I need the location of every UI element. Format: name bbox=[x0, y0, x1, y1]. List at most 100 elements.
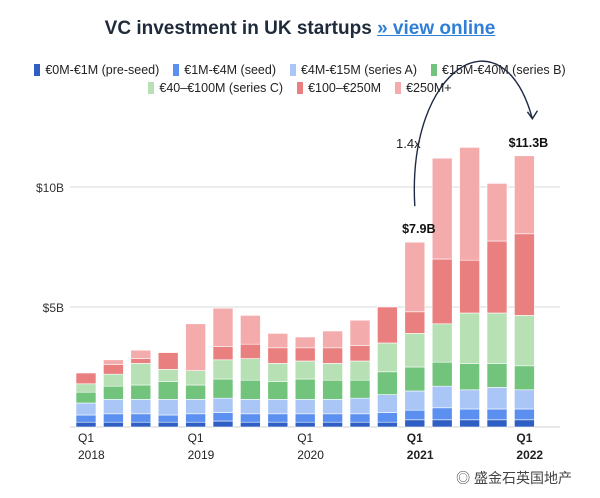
bar-segment bbox=[514, 419, 535, 428]
bar-segment bbox=[240, 315, 261, 345]
bar-segment bbox=[212, 420, 234, 428]
bar-segment bbox=[377, 421, 398, 428]
bar-segment bbox=[294, 399, 316, 415]
legend-item: €4M-€15M (series A) bbox=[289, 63, 417, 77]
bar-segment bbox=[240, 358, 261, 381]
legend-item: €250M+ bbox=[395, 81, 452, 95]
bar-value-label: $11.3B bbox=[509, 136, 549, 150]
bar-segment bbox=[404, 419, 426, 428]
bar-segment bbox=[157, 399, 179, 416]
wechat-icon: ◎ bbox=[456, 470, 471, 486]
bar-segment bbox=[130, 413, 152, 423]
bar-segment bbox=[349, 421, 371, 428]
bar-segment bbox=[75, 402, 97, 416]
bar-segment bbox=[459, 389, 480, 410]
watermark: ◎ 盛金石英国地产 bbox=[456, 468, 572, 488]
bar-segment bbox=[404, 409, 426, 421]
bar-segment bbox=[103, 385, 124, 400]
bar-segment bbox=[157, 352, 179, 370]
bar-segment bbox=[404, 311, 426, 334]
x-tick-year: 2019 bbox=[188, 448, 215, 462]
bar-segment bbox=[130, 421, 152, 428]
bar-segment bbox=[404, 241, 426, 313]
x-tick-year: 2020 bbox=[297, 448, 324, 462]
bar-segment bbox=[212, 359, 234, 380]
bar-segment bbox=[377, 412, 398, 423]
bar-segment bbox=[349, 360, 371, 381]
bar-segment bbox=[267, 421, 289, 428]
bar-segment bbox=[404, 333, 426, 368]
bar-segment bbox=[130, 358, 152, 364]
bar-segment bbox=[212, 378, 234, 399]
bar-segment bbox=[157, 381, 179, 400]
bar-segment bbox=[103, 421, 124, 428]
bar-segment bbox=[431, 419, 453, 428]
bar-segment bbox=[185, 370, 206, 386]
view-online-link[interactable]: » view online bbox=[377, 18, 496, 39]
y-tick-label: $10B bbox=[36, 181, 64, 195]
bar-segment bbox=[75, 414, 97, 423]
bar-segment bbox=[431, 385, 453, 409]
bar-segment bbox=[486, 408, 508, 421]
bar-segment bbox=[267, 399, 289, 415]
legend-swatch bbox=[431, 64, 437, 76]
bar-segment bbox=[75, 383, 97, 393]
bar-segment bbox=[486, 419, 508, 428]
legend-swatch bbox=[297, 82, 304, 94]
bar-segment bbox=[486, 240, 508, 314]
bar-segment bbox=[322, 363, 343, 381]
chart-title: VC investment in UK startups » view onli… bbox=[0, 18, 600, 40]
bar-segment bbox=[267, 363, 289, 382]
x-tick-quarter: Q1 bbox=[407, 431, 423, 445]
bar-segment bbox=[431, 407, 453, 421]
bar-segment bbox=[130, 399, 152, 415]
bar-segment bbox=[349, 413, 371, 423]
legend-row-2: €40–€100M (series C) €100–€250M €250M+ bbox=[0, 81, 600, 95]
bar-segment bbox=[349, 397, 371, 415]
bar-segment bbox=[349, 379, 371, 399]
bar-segment bbox=[459, 363, 480, 391]
bar-segment bbox=[404, 390, 426, 411]
title-text: VC investment in UK startups bbox=[104, 18, 372, 39]
bar-segment bbox=[212, 346, 234, 361]
bar-segment bbox=[514, 408, 535, 421]
bar-segment bbox=[185, 413, 206, 423]
bar-segment bbox=[103, 364, 124, 375]
bar-segment bbox=[431, 323, 453, 363]
x-tick-quarter: Q1 bbox=[188, 431, 204, 445]
legend-item: €40–€100M (series C) bbox=[148, 81, 283, 95]
legend-swatch bbox=[395, 82, 402, 94]
bar-segment bbox=[267, 381, 289, 400]
bar-segment bbox=[349, 345, 371, 362]
legend-label: €100–€250M bbox=[308, 81, 382, 95]
x-tick-quarter: Q1 bbox=[516, 431, 532, 445]
legend-swatch bbox=[34, 64, 41, 76]
bar-segment bbox=[240, 413, 261, 423]
bar-segment bbox=[185, 384, 206, 400]
bar-segment bbox=[75, 421, 97, 428]
bar-segment bbox=[157, 369, 179, 382]
bar-segment bbox=[185, 323, 206, 371]
bar-segment bbox=[486, 312, 508, 364]
bar-segment bbox=[157, 414, 179, 423]
bar-segment bbox=[103, 413, 124, 423]
x-tick-quarter: Q1 bbox=[297, 431, 313, 445]
y-tick-label: $5B bbox=[43, 301, 64, 315]
bar-segment bbox=[240, 399, 261, 415]
legend-swatch bbox=[289, 64, 296, 76]
bar-segment bbox=[212, 397, 234, 413]
bar-segment bbox=[212, 307, 234, 347]
bar-segment bbox=[459, 408, 480, 421]
bar-segment bbox=[514, 155, 535, 235]
bar-segment bbox=[322, 413, 343, 423]
bar-segment bbox=[103, 399, 124, 415]
bar-segment bbox=[486, 387, 508, 410]
legend-item: €0M-€1M (pre-seed) bbox=[34, 63, 159, 77]
bar-segment bbox=[377, 342, 398, 373]
bar-segment bbox=[431, 258, 453, 325]
legend-item: €15M-€40M (series B) bbox=[431, 63, 566, 77]
legend-label: €40–€100M (series C) bbox=[159, 81, 284, 95]
bar-value-label: $7.9B bbox=[402, 222, 435, 236]
bar-segment bbox=[349, 319, 371, 346]
